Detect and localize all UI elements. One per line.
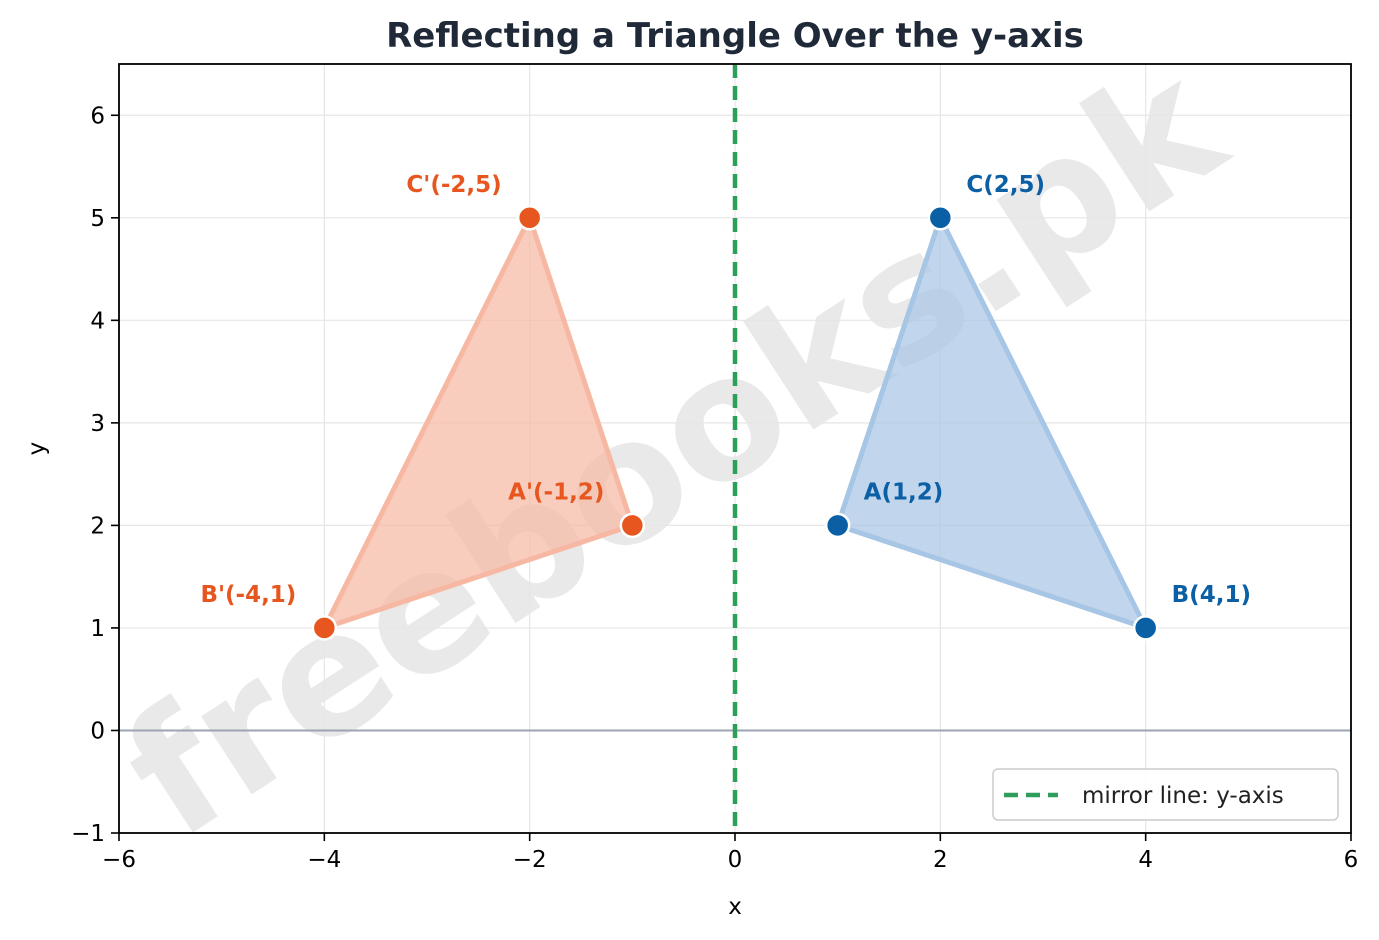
x-tick-label: −2 [513, 847, 547, 873]
point-labels: A(1,2) B(4,1) C(2,5) A'(-1,2) B'(-4,1) C'(-2,… [200, 172, 1251, 608]
x-ticks: −6 −4 −2 0 2 4 6 [102, 833, 1358, 873]
x-axis-label: x [728, 894, 742, 920]
y-tick-label: 4 [90, 308, 105, 334]
y-tick-label: 6 [90, 103, 105, 129]
x-tick-label: 0 [728, 847, 743, 873]
point-marker [516, 205, 543, 231]
triangle-image [321, 215, 635, 631]
x-tick-label: 6 [1344, 847, 1359, 873]
y-tick-label: 5 [90, 206, 105, 232]
point-label: C(2,5) [966, 172, 1045, 198]
x-tick-label: −4 [307, 847, 341, 873]
legend: mirror line: y-axis [992, 768, 1339, 821]
y-tick-label: 1 [90, 616, 105, 642]
point-marker [1132, 615, 1159, 641]
point-marker [927, 205, 954, 231]
y-tick-label: 2 [90, 513, 105, 539]
triangles [321, 215, 1149, 631]
points [311, 205, 1159, 641]
x-tick-label: 2 [933, 847, 948, 873]
point-label: B'(-4,1) [200, 582, 296, 608]
legend-entry-mirror-line: mirror line: y-axis [1082, 783, 1284, 809]
y-axis-label: y [24, 442, 50, 456]
point-marker [824, 512, 851, 539]
point-marker [311, 615, 338, 641]
chart-title: Reflecting a Triangle Over the y-axis [386, 16, 1084, 56]
x-tick-label: −6 [102, 847, 136, 873]
point-marker [619, 512, 646, 539]
point-label: B(4,1) [1172, 582, 1251, 608]
y-ticks: −1 0 1 2 3 4 5 6 [71, 103, 119, 847]
point-label: A(1,2) [864, 479, 944, 505]
point-label: A'(-1,2) [508, 479, 604, 505]
legend-box [992, 768, 1339, 821]
x-tick-label: 4 [1138, 847, 1153, 873]
y-tick-label: −1 [71, 821, 105, 847]
point-label: C'(-2,5) [406, 172, 501, 198]
triangle-original [835, 215, 1149, 631]
y-tick-label: 3 [90, 411, 105, 437]
y-tick-label: 0 [90, 718, 105, 744]
watermark: freebooks.pk [92, 24, 1258, 877]
